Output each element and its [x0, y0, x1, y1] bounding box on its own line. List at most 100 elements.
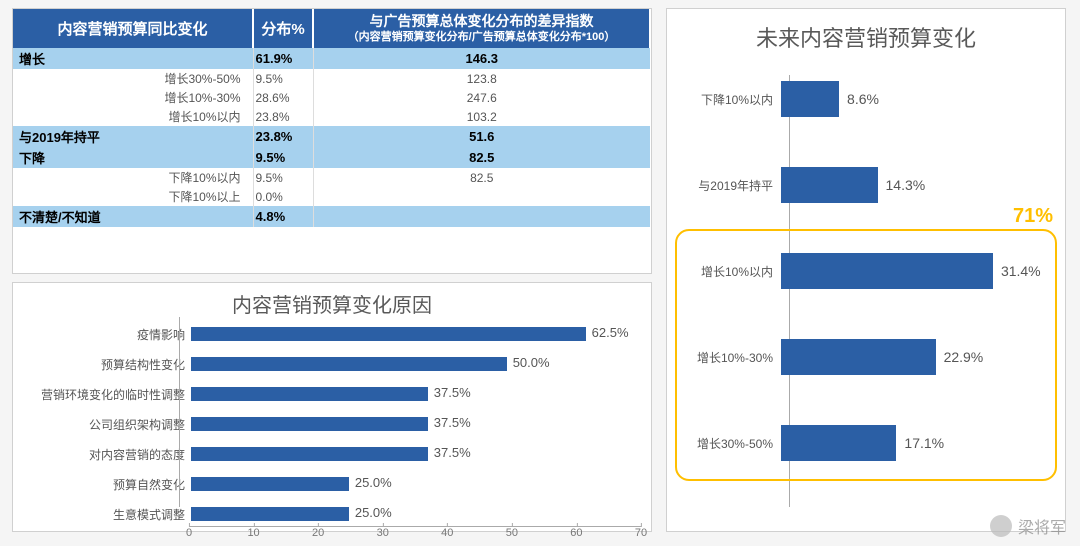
reason-track: 37.5% [191, 385, 633, 403]
table-header-pct: 分布% [253, 9, 313, 48]
table-row: 下降9.5%82.5 [13, 147, 650, 168]
table-header-index: 与广告预算总体变化分布的差异指数 （内容营销预算变化分布/广告预算总体变化分布*… [313, 9, 650, 48]
reasons-axis-tick: 40 [441, 527, 453, 539]
reason-track: 62.5% [191, 325, 633, 343]
table-cell-pct: 0.0% [253, 187, 313, 206]
table-row: 增长61.9%146.3 [13, 48, 650, 69]
reasons-axis-tick: 60 [570, 527, 582, 539]
reason-label: 疫情影响 [31, 326, 191, 343]
future-bar [781, 167, 878, 203]
future-row: 下降10%以内 8.6% [681, 81, 1051, 117]
reasons-chart-panel: 内容营销预算变化原因 疫情影响 62.5% 预算结构性变化 50.0% 营销环境变化的临… [12, 282, 652, 532]
table-cell-label: 增长10%-30% [13, 88, 253, 107]
table-header-change: 内容营销预算同比变化 [13, 9, 253, 48]
reasons-axis-tick: 50 [506, 527, 518, 539]
reason-bar [191, 327, 586, 341]
table-cell-label: 下降10%以上 [13, 187, 253, 206]
reason-label: 预算结构性变化 [31, 356, 191, 373]
future-chart-title: 未来内容营销预算变化 [681, 21, 1051, 53]
table-cell-index: 103.2 [313, 107, 650, 126]
reason-value: 50.0% [513, 355, 550, 370]
table-row: 增长10%-30%28.6%247.6 [13, 88, 650, 107]
table-cell-index: 146.3 [313, 48, 650, 69]
table-cell-label: 增长10%以内 [13, 107, 253, 126]
reasons-axis-tick: 10 [247, 527, 259, 539]
reason-bar [191, 447, 428, 461]
reason-row: 疫情影响 62.5% [31, 322, 633, 346]
future-value: 8.6% [847, 91, 879, 107]
reason-value: 62.5% [592, 325, 629, 340]
watermark: 梁将军 [990, 514, 1066, 538]
table-header-index-main: 与广告预算总体变化分布的差异指数 [370, 13, 594, 29]
reason-bar [191, 387, 428, 401]
table-cell-label: 与2019年持平 [13, 126, 253, 147]
table-cell-pct: 9.5% [253, 69, 313, 88]
table-cell-label: 下降 [13, 147, 253, 168]
reason-row: 公司组织架构调整 37.5% [31, 412, 633, 436]
reasons-axis-tick: 70 [635, 527, 647, 539]
reason-label: 营销环境变化的临时性调整 [31, 386, 191, 403]
future-chart-panel: 未来内容营销预算变化 下降10%以内8.6%与2019年持平14.3%增长10%… [666, 8, 1066, 532]
reason-value: 37.5% [434, 445, 471, 460]
future-row: 与2019年持平14.3% [681, 167, 1051, 203]
reason-value: 37.5% [434, 385, 471, 400]
reason-label: 公司组织架构调整 [31, 416, 191, 433]
reason-track: 37.5% [191, 445, 633, 463]
reason-row: 预算结构性变化 50.0% [31, 352, 633, 376]
reason-bar [191, 357, 507, 371]
table-cell-pct: 61.9% [253, 48, 313, 69]
watermark-text: 梁将军 [1018, 514, 1066, 538]
future-bar [781, 81, 839, 117]
table-row: 增长30%-50%9.5%123.8 [13, 69, 650, 88]
table-cell-index: 82.5 [313, 168, 650, 187]
budget-change-table: 内容营销预算同比变化 分布% 与广告预算总体变化分布的差异指数 （内容营销预算变… [13, 9, 651, 227]
reason-value: 37.5% [434, 415, 471, 430]
table-cell-label: 增长30%-50% [13, 69, 253, 88]
reason-value: 25.0% [355, 475, 392, 490]
table-cell-pct: 9.5% [253, 168, 313, 187]
watermark-avatar-icon [990, 515, 1012, 537]
reason-row: 对内容营销的态度 37.5% [31, 442, 633, 466]
table-row: 下降10%以上0.0% [13, 187, 650, 206]
future-track: 14.3% [781, 167, 1051, 203]
reason-label: 对内容营销的态度 [31, 446, 191, 463]
future-track: 8.6% [781, 81, 1051, 117]
table-cell-label: 不清楚/不知道 [13, 206, 253, 227]
reasons-axis-tick: 30 [377, 527, 389, 539]
table-cell-label: 增长 [13, 48, 253, 69]
table-cell-label: 下降10%以内 [13, 168, 253, 187]
table-cell-pct: 23.8% [253, 126, 313, 147]
table-cell-pct: 23.8% [253, 107, 313, 126]
table-cell-index: 82.5 [313, 147, 650, 168]
reason-label: 预算自然变化 [31, 476, 191, 493]
table-cell-pct: 28.6% [253, 88, 313, 107]
table-cell-pct: 4.8% [253, 206, 313, 227]
reasons-y-axis [179, 317, 180, 507]
future-highlight-box [675, 229, 1057, 481]
table-row: 增长10%以内23.8%103.2 [13, 107, 650, 126]
budget-change-table-panel: 内容营销预算同比变化 分布% 与广告预算总体变化分布的差异指数 （内容营销预算变… [12, 8, 652, 274]
table-cell-pct: 9.5% [253, 147, 313, 168]
reason-track: 25.0% [191, 505, 633, 523]
table-header-index-sub: （内容营销预算变化分布/广告预算总体变化分布*100） [320, 31, 643, 45]
table-row: 下降10%以内9.5%82.5 [13, 168, 650, 187]
table-row: 不清楚/不知道4.8% [13, 206, 650, 227]
reason-track: 50.0% [191, 355, 633, 373]
future-label: 下降10%以内 [681, 91, 781, 108]
reason-bar [191, 417, 428, 431]
future-label: 与2019年持平 [681, 177, 781, 194]
reason-bar [191, 507, 349, 521]
reasons-x-axis: 010203040506070 [189, 526, 641, 544]
reasons-axis-tick: 0 [186, 527, 192, 539]
reasons-axis-tick: 20 [312, 527, 324, 539]
table-cell-index [313, 206, 650, 227]
reason-label: 生意模式调整 [31, 506, 191, 523]
reason-track: 25.0% [191, 475, 633, 493]
future-highlight-label: 71% [1013, 205, 1053, 228]
reason-row: 预算自然变化 25.0% [31, 472, 633, 496]
reason-bar [191, 477, 349, 491]
reason-track: 37.5% [191, 415, 633, 433]
table-row: 与2019年持平23.8%51.6 [13, 126, 650, 147]
table-cell-index: 123.8 [313, 69, 650, 88]
reasons-chart-title: 内容营销预算变化原因 [23, 289, 641, 318]
